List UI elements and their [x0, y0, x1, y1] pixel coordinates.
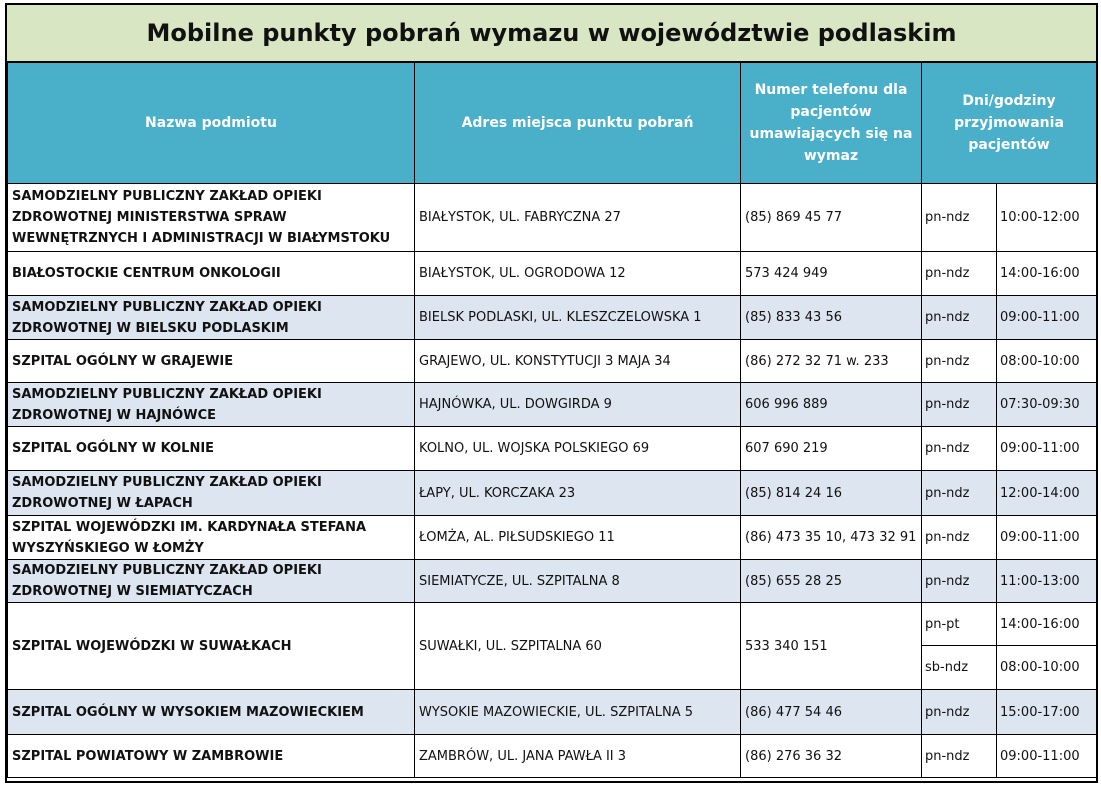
table-row: SZPITAL OGÓLNY W GRAJEWIE GRAJEWO, UL. K…	[7, 339, 1097, 383]
address: WYSOKIE MAZOWIECKIE, UL. SZPITALNA 5	[414, 689, 741, 735]
page-title: Mobilne punkty pobrań wymazu w województ…	[7, 5, 1096, 62]
phone: 533 340 151	[740, 602, 922, 690]
header-address: Adres miejsca punktu pobrań	[414, 62, 741, 184]
header-hours: Dni/godziny przyjmowania pacjentów	[921, 62, 1097, 184]
hours: 09:00-11:00	[996, 295, 1097, 340]
address: ŁAPY, UL. KORCZAKA 23	[414, 470, 741, 516]
table-row: sb-ndz 08:00-10:00	[8, 645, 1097, 690]
phone: (85) 655 28 25	[740, 559, 922, 603]
table-row: SZPITAL WOJEWÓDZKI IM. KARDYNAŁA STEFANA…	[7, 515, 1097, 560]
entity-name: SAMODZIELNY PUBLICZNY ZAKŁAD OPIEKI ZDRO…	[7, 295, 415, 340]
table-row: SAMODZIELNY PUBLICZNY ZAKŁAD OPIEKI ZDRO…	[7, 183, 1097, 252]
hours: 09:00-11:00	[996, 515, 1097, 560]
entity-name: SZPITAL WOJEWÓDZKI IM. KARDYNAŁA STEFANA…	[7, 515, 415, 560]
days: pn-ndz	[921, 295, 997, 340]
address: ZAMBRÓW, UL. JANA PAWŁA II 3	[414, 734, 741, 778]
address: KOLNO, UL. WOJSKA POLSKIEGO 69	[414, 426, 741, 471]
hours: 08:00-10:00	[996, 339, 1097, 383]
days: pn-ndz	[921, 559, 997, 603]
phone: (86) 276 36 32	[740, 734, 922, 778]
entity-name: SZPITAL POWIATOWY W ZAMBROWIE	[7, 734, 415, 778]
hours: 10:00-12:00	[996, 183, 1097, 252]
table-row: SAMODZIELNY PUBLICZNY ZAKŁAD OPIEKI ZDRO…	[7, 295, 1097, 340]
table-row: SAMODZIELNY PUBLICZNY ZAKŁAD OPIEKI ZDRO…	[7, 470, 1097, 516]
entity-name: SZPITAL OGÓLNY W WYSOKIEM MAZOWIECKIEM	[7, 689, 415, 735]
phone: (86) 473 35 10, 473 32 91	[740, 515, 922, 560]
days: pn-ndz	[921, 382, 997, 427]
entity-name: SZPITAL OGÓLNY W KOLNIE	[7, 426, 415, 471]
entity-name: SAMODZIELNY PUBLICZNY ZAKŁAD OPIEKI ZDRO…	[7, 559, 415, 603]
header-name: Nazwa podmiotu	[7, 62, 415, 184]
address: GRAJEWO, UL. KONSTYTUCJI 3 MAJA 34	[414, 339, 741, 383]
hours: 08:00-10:00	[996, 645, 1097, 690]
data-table: Nazwa podmiotu Adres miejsca punktu pobr…	[7, 62, 1097, 778]
days: pn-pt	[921, 602, 997, 646]
hours: 09:00-11:00	[996, 734, 1097, 778]
table-row: BIAŁOSTOCKIE CENTRUM ONKOLOGII BIAŁYSTOK…	[7, 251, 1097, 296]
header-phone: Numer telefonu dla pacjentów umawiającyc…	[740, 62, 922, 184]
hours: 09:00-11:00	[996, 426, 1097, 471]
days: pn-ndz	[921, 689, 997, 735]
entity-name: SZPITAL OGÓLNY W GRAJEWIE	[7, 339, 415, 383]
phone: (86) 272 32 71 w. 233	[740, 339, 922, 383]
days: pn-ndz	[921, 734, 997, 778]
address: BIAŁYSTOK, UL. OGRODOWA 12	[414, 251, 741, 296]
entity-name: SAMODZIELNY PUBLICZNY ZAKŁAD OPIEKI ZDRO…	[7, 382, 415, 427]
phone: 607 690 219	[740, 426, 922, 471]
days: pn-ndz	[921, 470, 997, 516]
table-row: SZPITAL WOJEWÓDZKI W SUWAŁKACH SUWAŁKI, …	[7, 602, 1097, 690]
entity-name: SAMODZIELNY PUBLICZNY ZAKŁAD OPIEKI ZDRO…	[7, 470, 415, 516]
phone: (85) 869 45 77	[740, 183, 922, 252]
entity-name: SZPITAL WOJEWÓDZKI W SUWAŁKACH	[7, 602, 415, 690]
document-sheet: Mobilne punkty pobrań wymazu w województ…	[5, 3, 1098, 783]
phone: (85) 814 24 16	[740, 470, 922, 516]
table-row: SAMODZIELNY PUBLICZNY ZAKŁAD OPIEKI ZDRO…	[7, 559, 1097, 603]
hours: 14:00-16:00	[996, 251, 1097, 296]
days: pn-ndz	[921, 339, 997, 383]
address: HAJNÓWKA, UL. DOWGIRDA 9	[414, 382, 741, 427]
hours: 07:30-09:30	[996, 382, 1097, 427]
header-row: Nazwa podmiotu Adres miejsca punktu pobr…	[7, 62, 1097, 184]
table-row: SAMODZIELNY PUBLICZNY ZAKŁAD OPIEKI ZDRO…	[7, 382, 1097, 427]
hours: 15:00-17:00	[996, 689, 1097, 735]
entity-name: BIAŁOSTOCKIE CENTRUM ONKOLOGII	[7, 251, 415, 296]
phone: 573 424 949	[740, 251, 922, 296]
phone: 606 996 889	[740, 382, 922, 427]
table-row: SZPITAL POWIATOWY W ZAMBROWIE ZAMBRÓW, U…	[7, 734, 1097, 778]
phone: (85) 833 43 56	[740, 295, 922, 340]
days: pn-ndz	[921, 183, 997, 252]
address: BIAŁYSTOK, UL. FABRYCZNA 27	[414, 183, 741, 252]
table-row: SZPITAL OGÓLNY W KOLNIE KOLNO, UL. WOJSK…	[7, 426, 1097, 471]
address: SIEMIATYCZE, UL. SZPITALNA 8	[414, 559, 741, 603]
days: pn-ndz	[921, 251, 997, 296]
days: pn-ndz	[921, 426, 997, 471]
table-row: SZPITAL OGÓLNY W WYSOKIEM MAZOWIECKIEM W…	[7, 689, 1097, 735]
address: SUWAŁKI, UL. SZPITALNA 60	[414, 602, 741, 690]
days: sb-ndz	[921, 645, 997, 690]
address: ŁOMŻA, AL. PIŁSUDSKIEGO 11	[414, 515, 741, 560]
address: BIELSK PODLASKI, UL. KLESZCZELOWSKA 1	[414, 295, 741, 340]
phone: (86) 477 54 46	[740, 689, 922, 735]
days: pn-ndz	[921, 515, 997, 560]
entity-name: SAMODZIELNY PUBLICZNY ZAKŁAD OPIEKI ZDRO…	[7, 183, 415, 252]
hours: 12:00-14:00	[996, 470, 1097, 516]
hours: 14:00-16:00	[996, 602, 1097, 646]
hours: 11:00-13:00	[996, 559, 1097, 603]
